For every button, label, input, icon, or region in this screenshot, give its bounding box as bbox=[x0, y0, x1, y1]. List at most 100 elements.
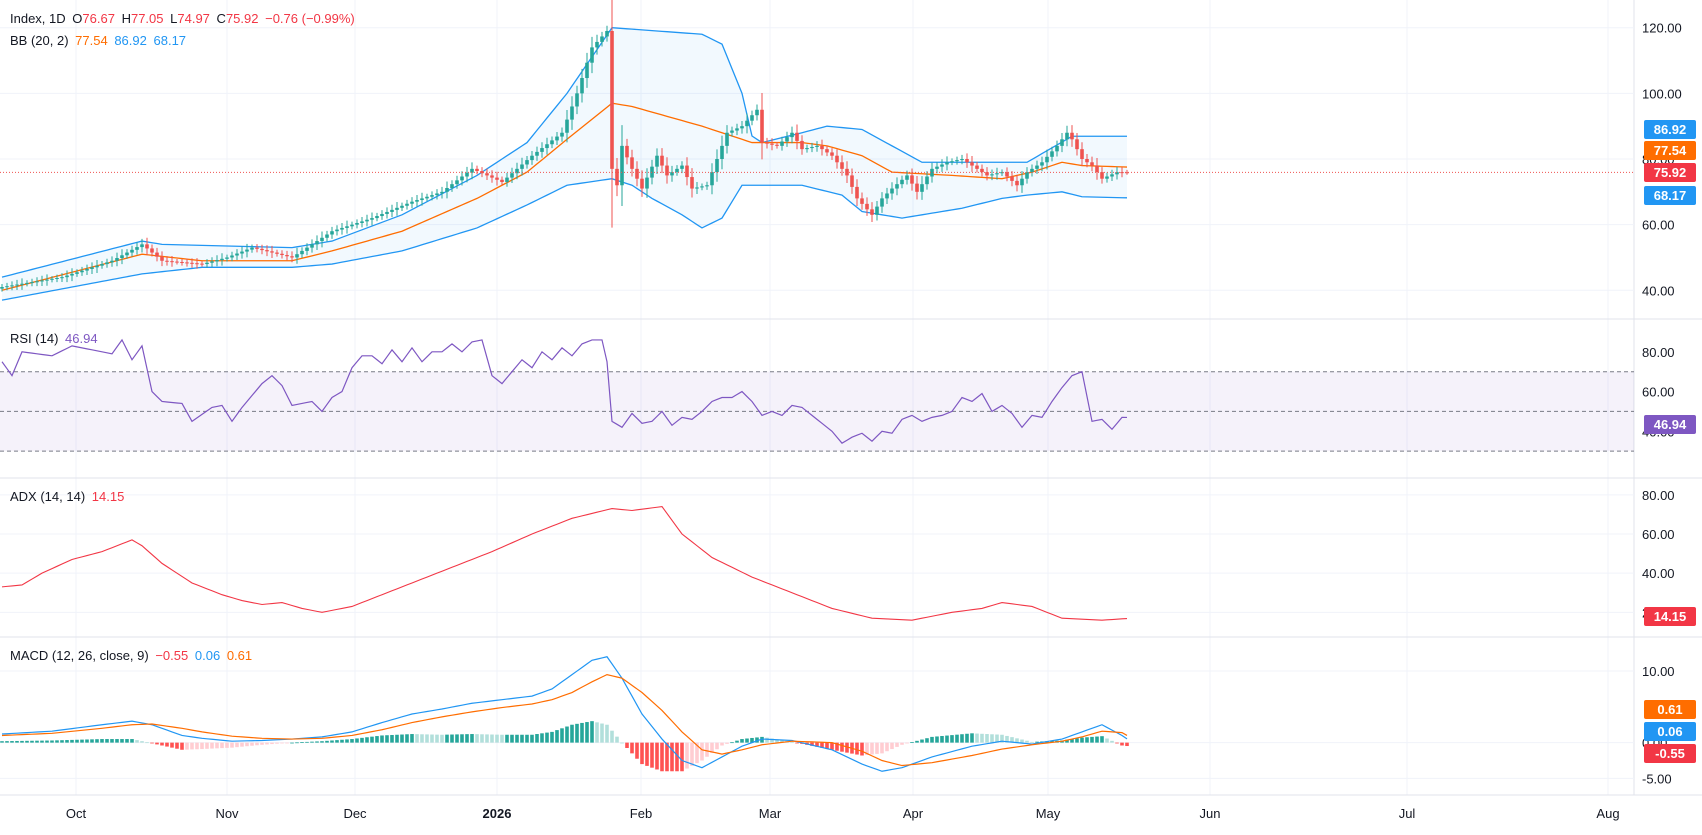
rsi-panel[interactable] bbox=[0, 338, 1634, 452]
candle-body bbox=[1010, 176, 1014, 181]
macd-hist-bar bbox=[1010, 737, 1014, 743]
candle-body bbox=[170, 261, 174, 263]
macd-hist-bar bbox=[130, 739, 134, 743]
macd-hist-bar bbox=[1080, 737, 1084, 743]
candle-body bbox=[395, 207, 399, 210]
macd-hist-bar bbox=[465, 734, 469, 743]
candle-body bbox=[210, 261, 214, 263]
macd-hist-bar bbox=[335, 740, 339, 743]
candle-body bbox=[215, 260, 219, 262]
macd-hist-bar bbox=[1025, 740, 1029, 743]
price-panel[interactable] bbox=[0, 0, 1634, 301]
candle-body bbox=[370, 218, 374, 220]
candle-body bbox=[465, 172, 469, 177]
macd-hist-bar bbox=[15, 740, 19, 743]
macd-hist-bar bbox=[115, 739, 119, 743]
candle-body bbox=[830, 152, 834, 156]
high-label: H bbox=[121, 11, 131, 26]
candle-body bbox=[490, 175, 494, 178]
macd-hist-bar bbox=[760, 736, 764, 743]
adx-tick-label: 60.00 bbox=[1642, 527, 1675, 542]
candle-body bbox=[1105, 176, 1109, 179]
candle-body bbox=[275, 252, 279, 254]
macd-hist-bar bbox=[100, 739, 104, 743]
macd-hist-bar bbox=[200, 742, 204, 750]
macd-hist-bar bbox=[520, 734, 524, 743]
macd-hist-bar bbox=[105, 739, 109, 743]
macd-hist-bar bbox=[890, 742, 894, 750]
macd-hist-bar bbox=[740, 739, 744, 743]
macd-hist-bar bbox=[720, 742, 724, 746]
adx-label[interactable]: ADX (14, 14) bbox=[10, 489, 86, 504]
bb-lower-value: 68.17 bbox=[153, 33, 187, 48]
candle-body bbox=[620, 145, 624, 186]
macd-hist-bar bbox=[630, 742, 634, 754]
macd-line bbox=[1, 656, 1128, 772]
candle-body bbox=[720, 145, 724, 159]
macd-hist-bar bbox=[280, 742, 284, 744]
candle-body bbox=[10, 285, 14, 287]
macd-label[interactable]: MACD (12, 26, close, 9) bbox=[10, 648, 149, 663]
candle-body bbox=[790, 132, 794, 138]
bb-basis-value: 77.54 bbox=[75, 33, 108, 48]
candle-body bbox=[340, 227, 344, 230]
candle-body bbox=[345, 226, 349, 228]
candle-body bbox=[440, 191, 444, 194]
candle-body bbox=[760, 109, 764, 143]
candle-body bbox=[805, 148, 809, 150]
macd-hist-bar bbox=[480, 734, 484, 743]
candle-body bbox=[1070, 132, 1074, 140]
macd-hist-bar bbox=[110, 739, 114, 743]
rsi-tick-label: 80.00 bbox=[1642, 345, 1675, 360]
change-value: −0.76 (−0.99%) bbox=[265, 11, 355, 26]
symbol-title[interactable]: Index, 1D bbox=[10, 11, 66, 26]
bb-label[interactable]: BB (20, 2) bbox=[10, 33, 69, 48]
candle-body bbox=[525, 160, 529, 165]
macd-hist-bar bbox=[290, 742, 294, 744]
candle-body bbox=[695, 187, 699, 189]
candle-body bbox=[960, 159, 964, 161]
candle-body bbox=[360, 221, 364, 224]
macd-hist-bar bbox=[670, 742, 674, 772]
time-label: Apr bbox=[903, 806, 924, 821]
macd-hist-bar bbox=[235, 742, 239, 748]
candle-body bbox=[375, 216, 379, 219]
candle-body bbox=[640, 178, 644, 189]
candle-body bbox=[200, 263, 204, 265]
time-label: Mar bbox=[759, 806, 782, 821]
macd-hist-bar bbox=[230, 742, 234, 748]
macd-hist-bar bbox=[395, 734, 399, 743]
candle-body bbox=[285, 255, 289, 257]
macd-panel[interactable] bbox=[0, 656, 1129, 772]
candle-body bbox=[710, 172, 714, 186]
macd-hist-bar bbox=[245, 742, 249, 747]
rsi-badge: 46.94 bbox=[1644, 415, 1696, 434]
candle-body bbox=[690, 177, 694, 189]
candle-body bbox=[190, 262, 194, 264]
candle-body bbox=[140, 244, 144, 248]
adx-panel[interactable] bbox=[1, 505, 1128, 621]
candle-body bbox=[255, 247, 259, 249]
macd-hist-bar bbox=[895, 742, 899, 747]
candle-body bbox=[855, 186, 859, 199]
time-axis[interactable]: Oct Nov Dec 2026 Feb Mar Apr May Jun Jul Aug bbox=[66, 806, 1620, 821]
candle-body bbox=[610, 30, 614, 169]
candle-body bbox=[570, 106, 574, 120]
bb-legend: BB (20, 2) 77.54 86.92 68.17 bbox=[10, 33, 189, 48]
macd-hist-bar bbox=[255, 742, 259, 746]
candle-body bbox=[910, 175, 914, 184]
candle-body bbox=[110, 260, 114, 263]
candle-body bbox=[555, 136, 559, 141]
candle-body bbox=[890, 188, 894, 194]
macd-hist-bar bbox=[185, 742, 189, 750]
macd-hist-bar bbox=[420, 734, 424, 743]
macd-hist-bar bbox=[310, 741, 314, 743]
candle-body bbox=[220, 258, 224, 261]
candle-body bbox=[955, 160, 959, 162]
candle-body bbox=[685, 165, 689, 178]
macd-hist-bar bbox=[490, 734, 494, 743]
macd-hist-bar bbox=[905, 742, 909, 744]
rsi-label[interactable]: RSI (14) bbox=[10, 331, 59, 346]
candle-body bbox=[895, 184, 899, 189]
